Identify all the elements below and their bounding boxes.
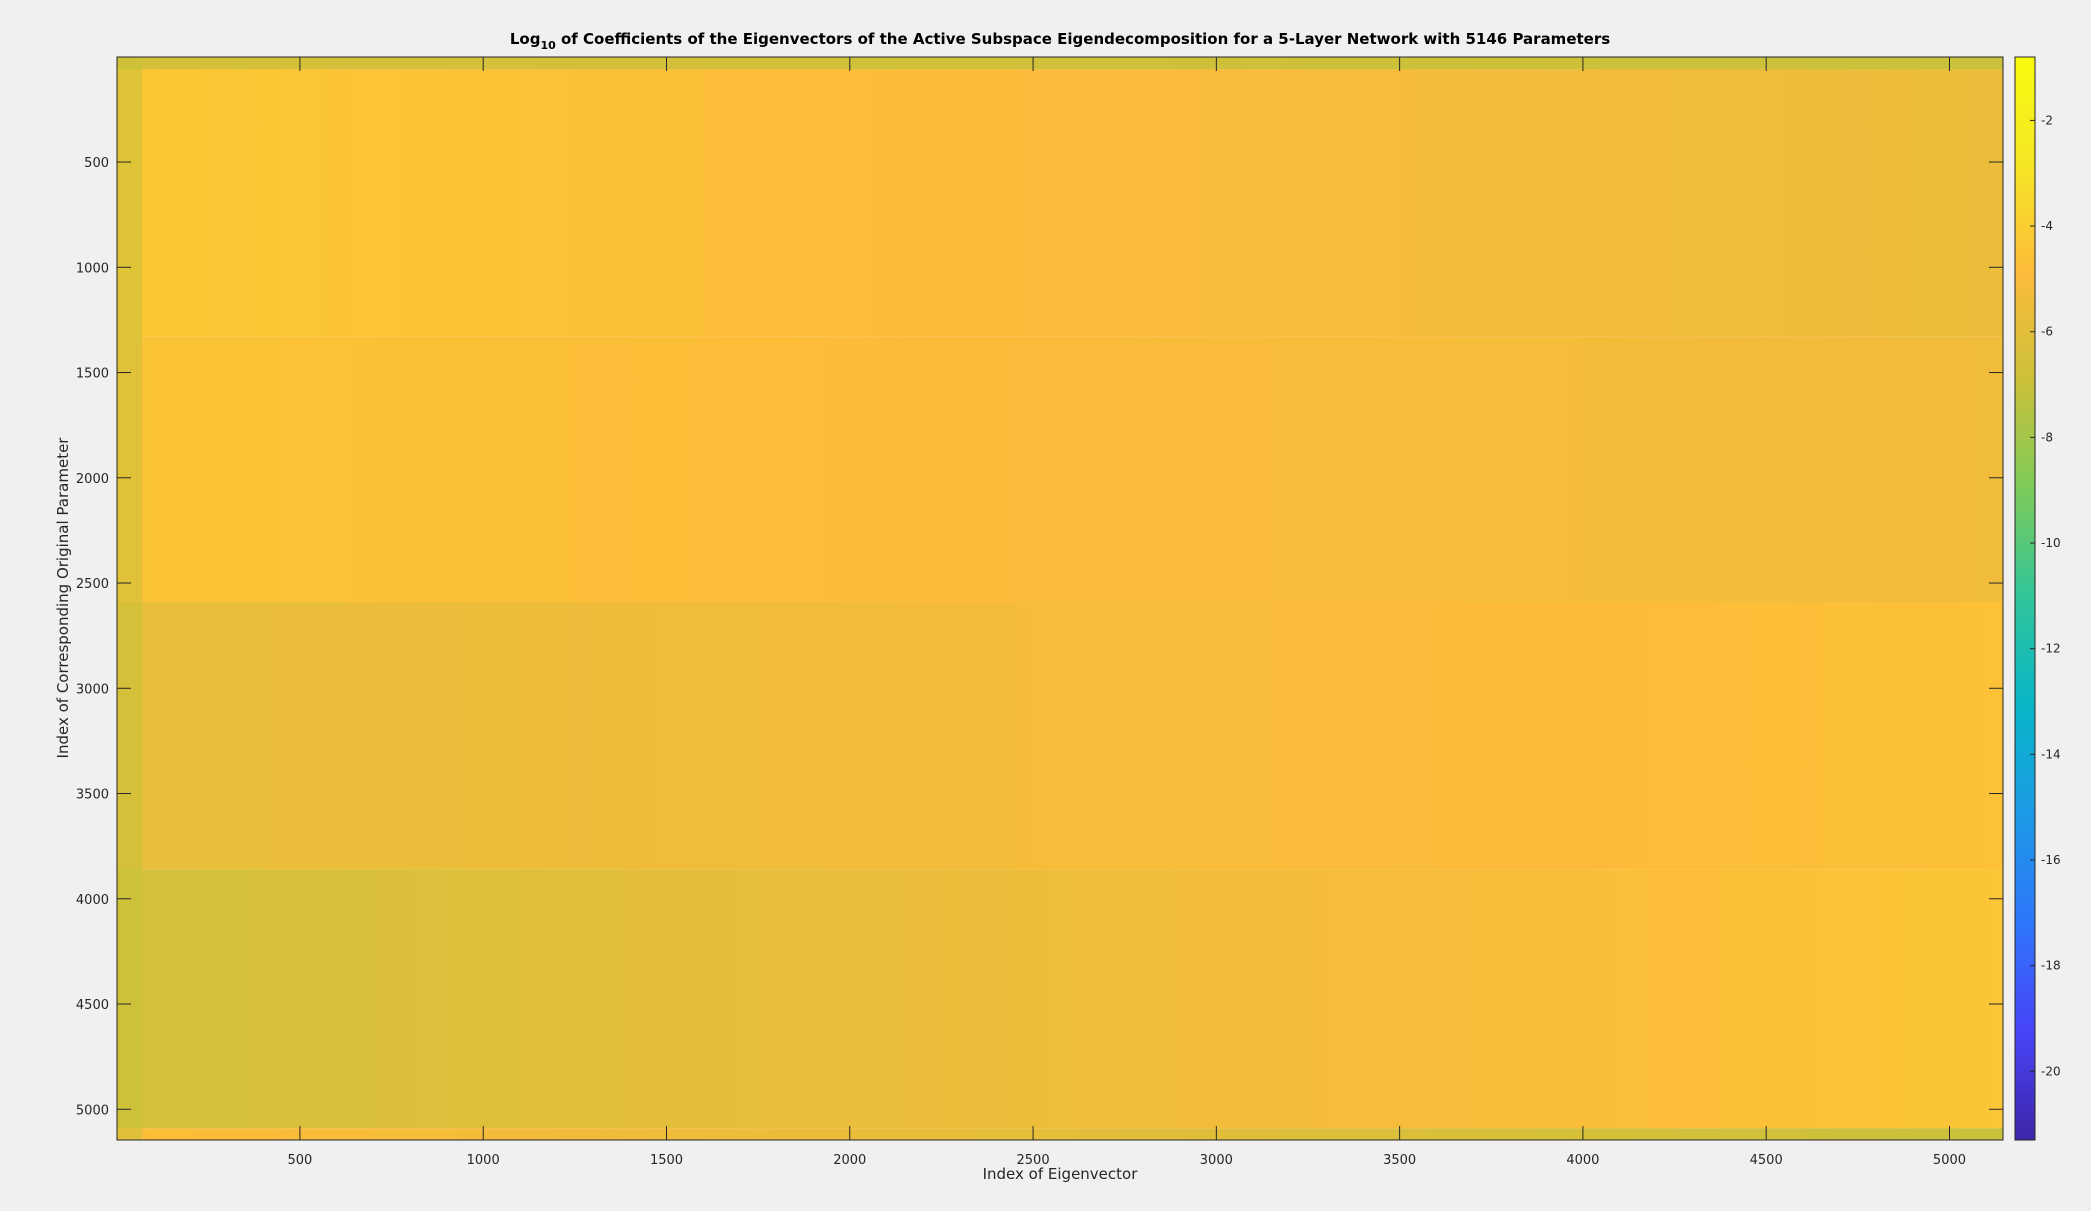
heatmap-edge-strip: [117, 57, 143, 1140]
heatmap-band: [117, 57, 2003, 70]
heatmap-band: [117, 601, 2003, 870]
colorbar-tick-label: -14: [2041, 747, 2061, 761]
x-tick-label: 2000: [833, 1153, 866, 1168]
heatmap-band: [117, 69, 2003, 337]
colorbar: -2 -4 -6 -8 -10 -12 -14 -16 -18 -20: [2014, 56, 2061, 1141]
x-tick-label: 2500: [1017, 1153, 1050, 1168]
x-tick-label: 4500: [1750, 1153, 1783, 1168]
x-tick-label: 1500: [650, 1153, 683, 1168]
colorbar-tick-label: -2: [2041, 113, 2053, 127]
y-tick-label: 4000: [76, 893, 109, 908]
y-axis-ticks: 500 1000 1500 2000 2500 3000 3500 4000 4500 5000: [76, 156, 2003, 1118]
colorbar-tick-label: -4: [2041, 219, 2053, 233]
heatmap-band: [117, 336, 2003, 602]
heatmap-band: [117, 1128, 2003, 1140]
y-tick-label: 1500: [76, 367, 109, 382]
plot-area: 500 1000 1500 2000 2500 3000 3500 4000 4500 5000 …: [76, 56, 2004, 1168]
x-tick-label: 3500: [1383, 1153, 1416, 1168]
y-tick-label: 500: [84, 156, 109, 171]
y-tick-label: 4500: [76, 998, 109, 1013]
x-tick-label: 1000: [467, 1153, 500, 1168]
x-axis-label: Index of Eigenvector: [983, 1165, 1139, 1183]
colorbar-tick-label: -20: [2041, 1064, 2061, 1078]
colorbar-frame: [2014, 56, 2036, 1141]
y-tick-label: 2500: [76, 577, 109, 592]
colorbar-ticks: -2 -4 -6 -8 -10 -12 -14 -16 -18 -20: [2030, 113, 2061, 1078]
heatmap-image: [117, 57, 2003, 1140]
y-tick-label: 1000: [76, 261, 109, 276]
x-tick-label: 4000: [1566, 1153, 1599, 1168]
x-tick-label: 5000: [1933, 1153, 1966, 1168]
y-tick-label: 2000: [76, 472, 109, 487]
y-axis-label: Index of Corresponding Original Paramete…: [54, 437, 72, 759]
plot-frame: [116, 56, 2004, 1141]
colorbar-tick-label: -12: [2041, 642, 2061, 656]
y-tick-label: 3000: [76, 682, 109, 697]
colorbar-tick-label: -6: [2041, 325, 2053, 339]
chart-title: Log10 of Coefficients of the Eigenvector…: [510, 30, 1610, 52]
colorbar-tick-label: -18: [2041, 959, 2061, 973]
colorbar-tick-label: -16: [2041, 853, 2061, 867]
y-tick-label: 5000: [76, 1103, 109, 1118]
x-axis-ticks: 500 1000 1500 2000 2500 3000 3500 4000 4500 5000: [288, 57, 1966, 1168]
colorbar-tick-label: -8: [2041, 430, 2053, 444]
heatmap-band: [117, 869, 2003, 1129]
colorbar-gradient: [2015, 57, 2035, 1140]
x-tick-label: 500: [288, 1153, 313, 1168]
y-tick-label: 3500: [76, 788, 109, 803]
x-tick-label: 3000: [1200, 1153, 1233, 1168]
colorbar-tick-label: -10: [2041, 536, 2061, 550]
